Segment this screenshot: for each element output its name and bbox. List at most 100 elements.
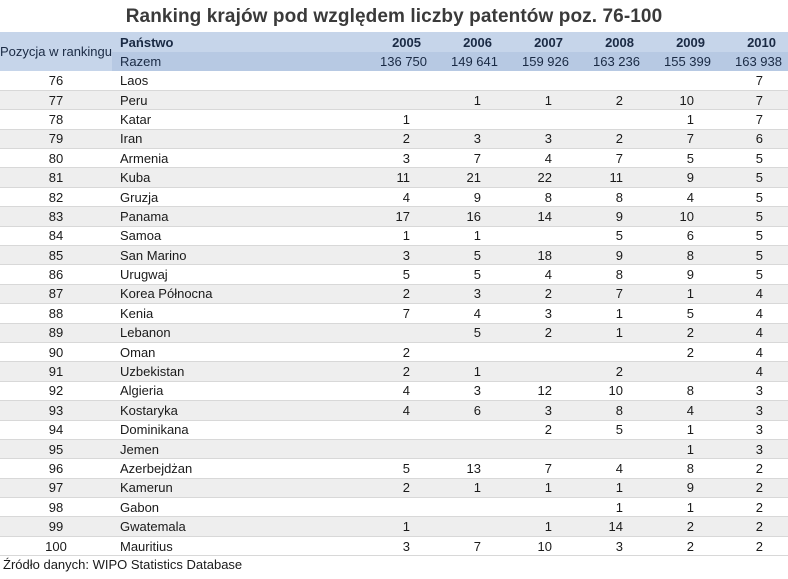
value-cell-2008: 1 <box>575 303 646 324</box>
value-cell-2006 <box>433 71 504 91</box>
value-cell-2007 <box>504 342 575 363</box>
value-cell-2009: 10 <box>646 206 717 227</box>
value-cell-2009: 7 <box>646 129 717 150</box>
rank-cell: 76 <box>0 71 112 91</box>
table-row: 85 San Marino 3 5 18 9 8 5 <box>0 245 788 266</box>
country-cell: Mauritius <box>112 536 362 557</box>
value-cell-2009: 5 <box>646 148 717 169</box>
value-cell-2007: 12 <box>504 381 575 402</box>
value-cell-2005 <box>362 323 433 343</box>
table-row: 86 Urugwaj 5 5 4 8 9 5 <box>0 264 788 285</box>
value-cell-2008: 3 <box>575 536 646 557</box>
rank-cell: 77 <box>0 90 112 111</box>
value-cell-2007: 2 <box>504 323 575 343</box>
value-cell-2009: 1 <box>646 109 717 130</box>
country-cell: Kostaryka <box>112 400 362 421</box>
rank-cell: 89 <box>0 323 112 343</box>
value-cell-2007 <box>504 439 575 460</box>
value-cell-2010: 5 <box>717 167 788 188</box>
value-cell-2009 <box>646 361 717 382</box>
country-cell: Armenia <box>112 148 362 169</box>
value-cell-2007: 2 <box>504 284 575 305</box>
value-cell-2008: 2 <box>575 361 646 382</box>
value-cell-2010: 2 <box>717 478 788 499</box>
table-row: 99 Gwatemala 1 1 14 2 2 <box>0 516 788 537</box>
year-header-2010: 2010 <box>717 32 788 52</box>
table-title: Ranking krajów pod względem liczby paten… <box>125 6 663 27</box>
country-cell: Laos <box>112 71 362 91</box>
table-body: 76 Laos 7 77 Peru 1 1 2 10 7 78 Katar 1 1 7 79 Iran 2 3 3 2 7… <box>0 71 788 557</box>
value-cell-2005: 4 <box>362 187 433 208</box>
value-cell-2007 <box>504 71 575 91</box>
value-cell-2010: 5 <box>717 226 788 247</box>
value-cell-2010: 5 <box>717 206 788 227</box>
country-cell: Azerbejdżan <box>112 458 362 479</box>
rank-cell: 83 <box>0 206 112 227</box>
rank-cell: 93 <box>0 400 112 421</box>
value-cell-2008: 2 <box>575 129 646 150</box>
value-cell-2009: 1 <box>646 284 717 305</box>
rank-cell: 98 <box>0 497 112 518</box>
value-cell-2007 <box>504 109 575 130</box>
value-cell-2006 <box>433 439 504 460</box>
total-2005: 136 750 <box>362 52 433 71</box>
value-cell-2010: 5 <box>717 264 788 285</box>
table-row: 95 Jemen 1 3 <box>0 439 788 460</box>
value-cell-2005: 3 <box>362 536 433 557</box>
value-cell-2007: 3 <box>504 129 575 150</box>
value-cell-2006: 5 <box>433 323 504 343</box>
country-cell: Uzbekistan <box>112 361 362 382</box>
value-cell-2009: 2 <box>646 342 717 363</box>
value-cell-2010: 4 <box>717 361 788 382</box>
value-cell-2005: 3 <box>362 148 433 169</box>
value-cell-2008: 1 <box>575 323 646 343</box>
table-row: 79 Iran 2 3 3 2 7 6 <box>0 129 788 150</box>
value-cell-2010: 4 <box>717 342 788 363</box>
value-cell-2006: 1 <box>433 90 504 111</box>
value-cell-2009: 1 <box>646 497 717 518</box>
rank-cell: 87 <box>0 284 112 305</box>
value-cell-2007: 4 <box>504 264 575 285</box>
value-cell-2006: 3 <box>433 129 504 150</box>
country-cell: Algieria <box>112 381 362 402</box>
country-cell: Jemen <box>112 439 362 460</box>
value-cell-2008: 9 <box>575 245 646 266</box>
value-cell-2005: 4 <box>362 400 433 421</box>
value-cell-2010: 4 <box>717 303 788 324</box>
table-row: 100 Mauritius 3 7 10 3 2 2 <box>0 536 788 557</box>
table-row: 82 Gruzja 4 9 8 8 4 5 <box>0 187 788 208</box>
value-cell-2008 <box>575 439 646 460</box>
value-cell-2008: 5 <box>575 226 646 247</box>
value-cell-2009: 1 <box>646 439 717 460</box>
table-row: 96 Azerbejdżan 5 13 7 4 8 2 <box>0 458 788 479</box>
value-cell-2006 <box>433 109 504 130</box>
value-cell-2010: 2 <box>717 516 788 537</box>
value-cell-2009: 4 <box>646 187 717 208</box>
total-2007: 159 926 <box>504 52 575 71</box>
value-cell-2006: 6 <box>433 400 504 421</box>
rank-cell: 90 <box>0 342 112 363</box>
rank-cell: 82 <box>0 187 112 208</box>
value-cell-2008: 9 <box>575 206 646 227</box>
value-cell-2007: 18 <box>504 245 575 266</box>
value-cell-2005: 1 <box>362 516 433 537</box>
rank-cell: 80 <box>0 148 112 169</box>
table-row: 88 Kenia 7 4 3 1 5 4 <box>0 303 788 324</box>
value-cell-2010: 3 <box>717 420 788 440</box>
value-cell-2007: 22 <box>504 167 575 188</box>
value-cell-2005: 7 <box>362 303 433 324</box>
value-cell-2007: 8 <box>504 187 575 208</box>
value-cell-2010: 5 <box>717 245 788 266</box>
value-cell-2005: 2 <box>362 478 433 499</box>
year-header-2008: 2008 <box>575 32 646 52</box>
rank-column-header: Pozycja w rankingu <box>0 32 112 71</box>
patent-ranking-table: Pozycja w rankingu Państwo 2005 2006 200… <box>0 32 788 557</box>
value-cell-2007: 3 <box>504 400 575 421</box>
value-cell-2007: 14 <box>504 206 575 227</box>
value-cell-2008: 10 <box>575 381 646 402</box>
value-cell-2010: 5 <box>717 187 788 208</box>
value-cell-2008: 8 <box>575 264 646 285</box>
value-cell-2010: 7 <box>717 109 788 130</box>
rank-cell: 84 <box>0 226 112 247</box>
value-cell-2006: 5 <box>433 245 504 266</box>
